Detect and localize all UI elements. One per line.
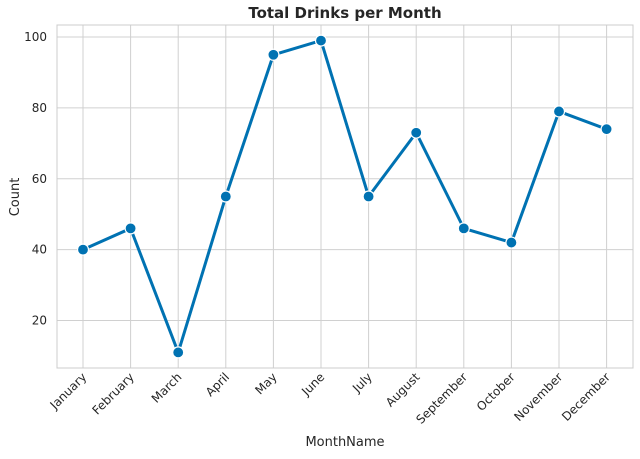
x-axis-label: MonthName: [305, 435, 384, 450]
data-point: [219, 190, 232, 203]
data-point: [505, 236, 518, 249]
data-point: [124, 222, 137, 235]
y-tick-label: 20: [32, 314, 47, 328]
y-tick-label: 40: [32, 243, 47, 257]
y-tick-label: 80: [32, 101, 47, 115]
y-axis-label: Count: [8, 178, 23, 217]
plot-frame: [56, 24, 634, 369]
data-point: [76, 243, 90, 256]
y-tick-label: 60: [32, 172, 47, 186]
data-point: [362, 190, 375, 203]
data-point: [600, 123, 613, 136]
chart-title: Total Drinks per Month: [248, 4, 441, 22]
data-point: [552, 105, 566, 118]
series-line: [81, 39, 609, 354]
data-point: [267, 48, 280, 61]
data-point: [314, 34, 328, 47]
y-tick-labels: 20 40 60 80 100: [24, 30, 47, 327]
y-tick-label: 100: [24, 30, 47, 44]
line-layer: [81, 39, 609, 354]
points-layer: [76, 34, 613, 359]
data-point: [457, 222, 470, 235]
data-point: [172, 346, 185, 359]
grid-layer: [57, 25, 633, 368]
data-point: [410, 126, 423, 139]
